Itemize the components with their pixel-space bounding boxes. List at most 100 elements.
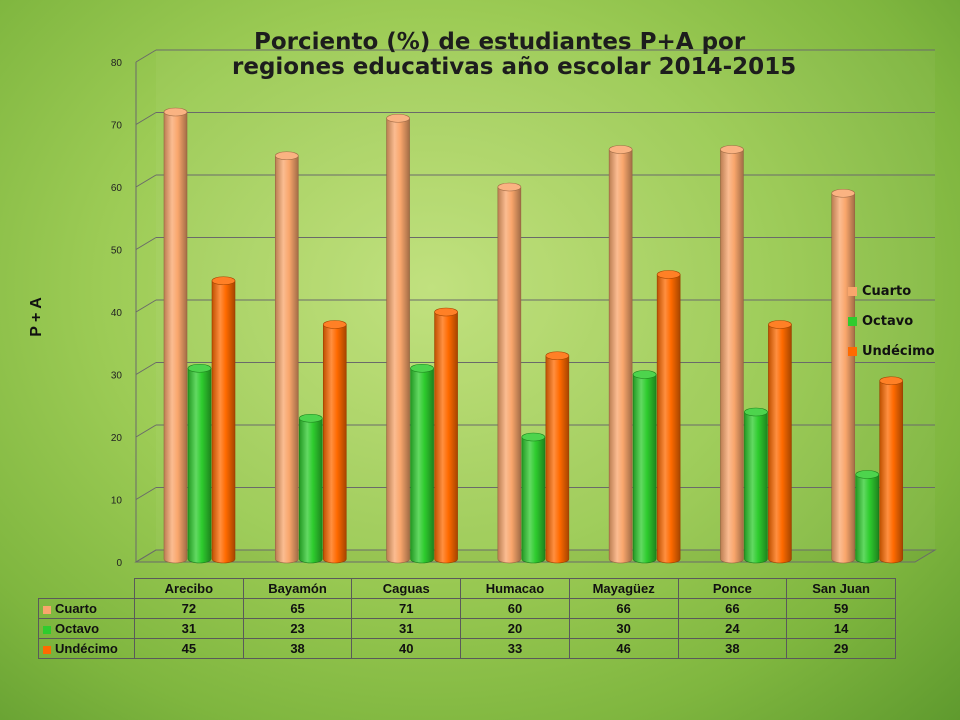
data-cell: 38 [677, 638, 788, 659]
y-axis-label: P + A [28, 297, 45, 337]
bar-cuarto [163, 111, 188, 564]
chart-title-line1: Porciento (%) de estudiantes P+A por [254, 29, 746, 55]
data-cell: 29 [786, 638, 896, 659]
bar-octavo [855, 474, 880, 564]
data-cell: 31 [351, 618, 462, 639]
bar-top-undécimo [322, 320, 347, 329]
data-cell: 24 [677, 618, 788, 639]
gridline-diagonal [135, 237, 157, 250]
bar-octavo [744, 411, 768, 564]
gridline-diagonal [135, 424, 157, 438]
category-label: Bayamón [242, 578, 353, 599]
bar-top-undécimo [545, 351, 570, 361]
series-name: Undécimo [55, 641, 118, 656]
data-cell: 30 [568, 618, 679, 639]
bar-undécimo [545, 355, 570, 564]
y-tick-label: 10 [111, 496, 123, 507]
data-cell: 31 [134, 618, 244, 639]
data-cell: 65 [242, 598, 353, 619]
bar-top-octavo [410, 363, 434, 373]
y-tick-label: 0 [116, 558, 122, 569]
data-cell: 20 [460, 618, 570, 639]
gridline-diagonal [135, 362, 157, 375]
gridline-diagonal [135, 549, 157, 563]
data-cell: 66 [677, 598, 788, 619]
legend-label-octavo: Octavo [862, 313, 914, 329]
bar-cuarto [386, 117, 410, 564]
series-name: Octavo [55, 621, 100, 636]
legend-swatch-octavo [848, 316, 857, 326]
y-tick-label: 40 [111, 308, 123, 319]
y-tick-label: 60 [111, 183, 123, 194]
bar-octavo [521, 436, 546, 564]
bar-top-undécimo [656, 270, 681, 279]
data-cell: 60 [460, 598, 570, 619]
data-table-corner [38, 578, 135, 599]
bar-cuarto [608, 149, 633, 564]
data-cell: 14 [786, 618, 896, 639]
bar-top-cuarto [608, 145, 633, 154]
data-cell: 38 [242, 638, 353, 659]
category-label: San Juan [786, 578, 896, 599]
data-cell: 23 [242, 618, 353, 639]
bar-top-undécimo [211, 276, 236, 286]
bar-undécimo [656, 274, 681, 564]
legend-swatch-undecimo [848, 346, 857, 356]
bar-top-octavo [855, 470, 880, 479]
bar-undécimo [434, 311, 458, 564]
data-table-row-undecimo: Undécimo 45 38 40 33 46 38 29 [38, 638, 896, 659]
bar-undécimo [768, 324, 792, 564]
legend: Cuarto Octavo Undécimo [848, 276, 935, 366]
data-cell: 59 [786, 598, 896, 619]
bar-cuarto [720, 149, 744, 564]
legend-item-undecimo: Undécimo [848, 336, 935, 366]
table-swatch-cuarto [43, 605, 51, 614]
bar-cuarto [274, 155, 299, 564]
bar-top-octavo [187, 363, 212, 373]
y-tick-label: 50 [111, 246, 123, 257]
gridline-diagonal [135, 49, 157, 63]
data-cell: 66 [568, 598, 679, 619]
category-label: Humacao [460, 578, 570, 599]
legend-item-cuarto: Cuarto [848, 276, 935, 306]
legend-item-octavo: Octavo [848, 306, 935, 336]
series-name: Cuarto [55, 601, 97, 616]
bar-top-undécimo [768, 320, 792, 329]
bar-top-cuarto [831, 188, 856, 198]
category-label: Arecibo [134, 578, 244, 599]
category-label: Mayagüez [568, 578, 679, 599]
data-cell: 40 [351, 638, 462, 659]
data-table-row-cuarto: Cuarto 72 65 71 60 66 66 59 [38, 598, 896, 619]
gridline-diagonal [135, 299, 157, 313]
legend-label-cuarto: Cuarto [862, 283, 912, 299]
data-cell: 45 [134, 638, 244, 659]
data-cell: 33 [460, 638, 570, 659]
table-swatch-octavo [43, 625, 51, 634]
data-cell: 46 [568, 638, 679, 659]
table-swatch-undecimo [43, 645, 51, 654]
y-tick-label: 70 [111, 121, 123, 132]
bar-octavo [410, 367, 434, 564]
bar-top-cuarto [274, 151, 299, 161]
bar-top-cuarto [163, 107, 188, 117]
bar-undécimo [211, 280, 236, 564]
bar-top-octavo [744, 407, 768, 417]
data-cell: 72 [134, 598, 244, 619]
category-label: Caguas [351, 578, 462, 599]
bar-top-octavo [298, 413, 323, 423]
bar-cuarto [497, 186, 522, 564]
bar-top-octavo [632, 370, 657, 379]
data-table-row-label: Undécimo [38, 638, 135, 659]
bar-cuarto [831, 192, 856, 564]
bar-top-undécimo [879, 376, 904, 386]
data-table-row-octavo: Octavo 31 23 31 20 30 24 14 [38, 618, 896, 639]
gridline-diagonal [135, 174, 157, 188]
gridline-diagonal [135, 112, 157, 125]
category-label: Ponce [677, 578, 788, 599]
bar-octavo [187, 367, 212, 564]
y-tick-label: 30 [111, 371, 123, 382]
y-tick-label: 80 [111, 58, 123, 69]
data-table-row-label: Cuarto [38, 598, 135, 619]
chart-title-line2: regiones educativas año escolar 2014-201… [232, 54, 797, 81]
y-tick-label: 20 [111, 433, 123, 444]
